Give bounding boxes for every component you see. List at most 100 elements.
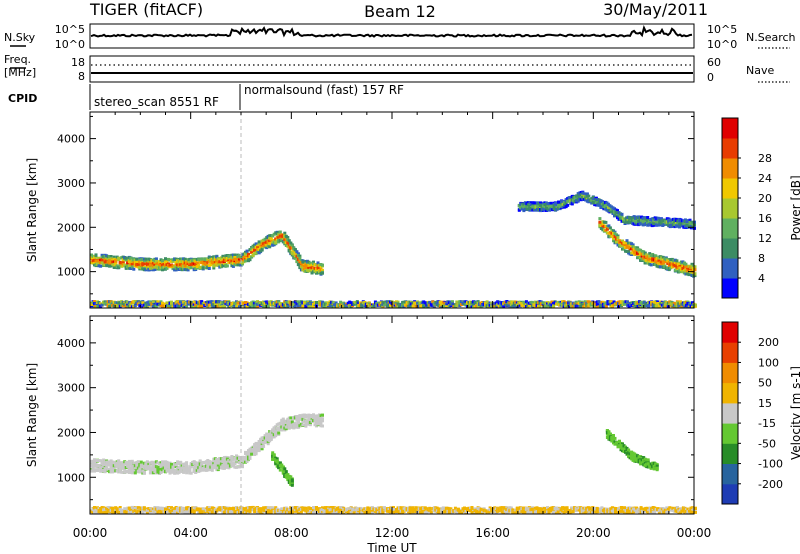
power-cell	[111, 262, 115, 266]
power-cell	[161, 301, 164, 305]
power-cell	[141, 305, 145, 309]
power-cell	[681, 267, 685, 271]
power-cell	[517, 208, 521, 212]
power-cell	[627, 250, 631, 253]
power-cell	[185, 261, 189, 265]
power-cell	[287, 239, 291, 243]
velocity-cell	[290, 480, 294, 484]
power-cell	[132, 267, 136, 271]
power-cell	[413, 301, 417, 305]
velocity-cell	[277, 461, 281, 465]
power-cell	[604, 304, 608, 308]
power-cell	[231, 264, 235, 268]
power-cell	[296, 252, 300, 256]
power-cell	[186, 258, 190, 262]
velocity-cell	[278, 468, 282, 472]
power-cell	[643, 251, 647, 255]
power-cell	[233, 261, 237, 265]
velocity-cell	[308, 423, 312, 427]
power-cell	[111, 301, 115, 305]
power-cell	[612, 300, 616, 304]
power-cell	[354, 301, 358, 304]
velocity-cell	[156, 461, 160, 465]
power-cell	[574, 300, 578, 304]
power-cell	[473, 300, 477, 304]
power-cell	[233, 263, 237, 267]
velocity-cell	[295, 416, 299, 420]
power-cell	[655, 223, 659, 227]
power-cell	[198, 265, 202, 269]
power-cell	[218, 265, 222, 269]
power-cell	[396, 302, 400, 306]
nave-tick-bottom: 0	[707, 71, 714, 84]
power-cell	[565, 301, 569, 305]
power-cell	[212, 266, 216, 270]
colorbar-swatch	[722, 178, 738, 199]
power-cell	[162, 265, 166, 269]
power-cell	[655, 221, 659, 224]
power-cell	[200, 257, 204, 261]
power-cell	[108, 304, 112, 308]
velocity-cell	[171, 467, 175, 471]
power-cell	[286, 236, 290, 239]
velocity-cell	[173, 469, 177, 472]
power-cell	[201, 260, 205, 264]
power-cell	[195, 261, 199, 265]
power-cell	[625, 242, 629, 246]
power-cell	[245, 249, 249, 253]
freq-panel-frame	[89, 55, 695, 83]
velocity-cell	[289, 475, 293, 479]
power-cell	[308, 261, 312, 265]
power-cell	[600, 200, 604, 204]
power-cell	[689, 268, 692, 272]
beam-title: Beam 12	[364, 2, 436, 21]
power-cell	[538, 304, 542, 308]
power-cell	[455, 300, 459, 304]
velocity-cell	[321, 413, 324, 417]
power-cell	[141, 258, 145, 261]
power-cell	[546, 202, 550, 205]
power-cell	[552, 304, 556, 308]
power-cell	[532, 201, 536, 205]
nsearch-label: N.Search	[746, 31, 796, 44]
velocity-cell	[277, 466, 281, 470]
velocity-feature-1	[271, 451, 294, 487]
power-cell	[566, 199, 570, 203]
power-cell	[564, 203, 568, 206]
velocity-cell	[207, 460, 211, 463]
power-cell	[129, 256, 133, 260]
velocity-cell	[248, 447, 252, 451]
power-cell	[656, 217, 660, 221]
power-cell	[221, 254, 225, 258]
power-cell	[269, 237, 273, 241]
power-cell	[189, 300, 193, 304]
power-cell	[640, 252, 644, 256]
power-cell	[579, 304, 583, 308]
velocity-cell	[198, 459, 202, 463]
velocity-cell	[100, 465, 104, 469]
power-cell	[135, 260, 139, 264]
power-cell	[207, 256, 211, 260]
power-cell	[485, 300, 489, 304]
power-cell	[295, 250, 299, 254]
velocity-cell	[284, 470, 288, 474]
power-cell	[533, 300, 537, 304]
power-cell	[141, 267, 145, 271]
velocity-cell	[308, 421, 312, 424]
velocity-cell	[117, 459, 121, 463]
power-cell	[215, 255, 219, 259]
power-cell	[97, 264, 101, 268]
power-cell	[135, 257, 139, 261]
velocity-cell	[321, 419, 324, 423]
velocity-cell	[248, 452, 252, 456]
velocity-cell	[141, 469, 145, 473]
power-cell	[588, 300, 592, 304]
velocity-cell	[112, 460, 116, 464]
power-cell	[615, 240, 618, 244]
nave-tick-top: 60	[707, 56, 721, 69]
power-cell	[126, 300, 130, 304]
nsky-tick-top: 10^5	[55, 23, 85, 36]
power-cell	[321, 271, 324, 275]
power-cell	[678, 300, 682, 304]
velocity-cell	[257, 449, 261, 453]
